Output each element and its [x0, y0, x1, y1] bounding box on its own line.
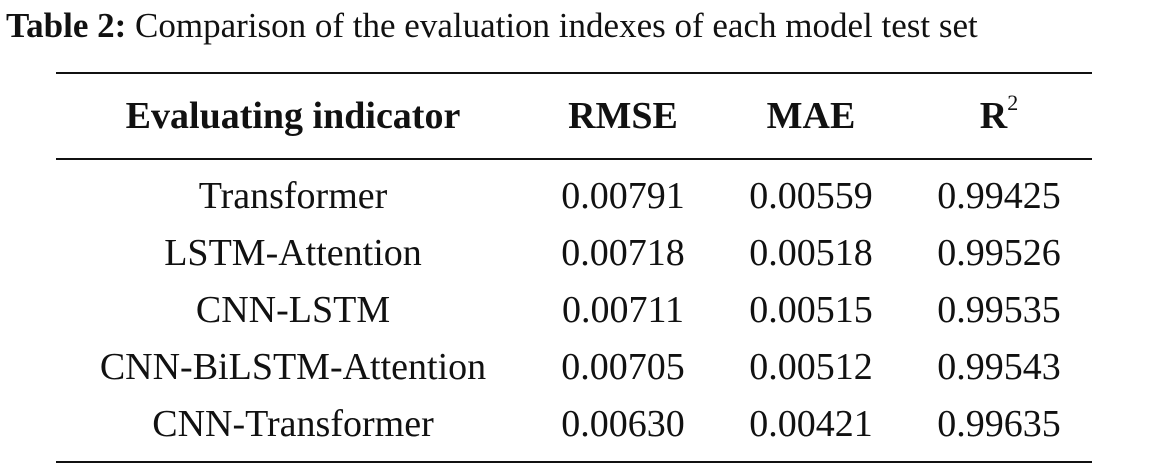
r2-value: 0.99425	[937, 175, 1061, 217]
caption-text: Comparison of the evaluation indexes of …	[135, 6, 978, 45]
rmse-value: 0.00705	[561, 346, 685, 388]
header-r2-base: R	[979, 95, 1008, 137]
header-mae: MAE	[766, 95, 856, 137]
rmse-value: 0.00711	[561, 289, 685, 331]
model-name: Transformer	[198, 175, 388, 217]
results-table: Evaluating indicator RMSE MAE R2 Transfo…	[56, 72, 1092, 463]
rmse-value: 0.00791	[561, 175, 685, 217]
header-r2-superscript: 2	[1007, 90, 1019, 115]
r2-value: 0.99543	[937, 346, 1061, 388]
model-name: CNN-BiLSTM-Attention	[99, 346, 487, 388]
bottom-rule	[56, 460, 1092, 463]
mae-value: 0.00518	[749, 232, 873, 274]
comparison-table: Evaluating indicator RMSE MAE R2	[56, 74, 1092, 158]
caption-label: Table 2:	[6, 6, 127, 45]
table-row: CNN-LSTM 0.00711 0.00515 0.99535	[56, 282, 1092, 339]
header-evaluating-indicator: Evaluating indicator	[125, 95, 461, 137]
top-rule	[56, 72, 1092, 74]
r2-value: 0.99535	[937, 289, 1061, 331]
header-r2: R2	[906, 74, 1092, 158]
rmse-value: 0.00630	[561, 403, 685, 445]
r2-value: 0.99526	[937, 232, 1061, 274]
header-rule	[56, 158, 1092, 160]
comparison-table-body: Transformer 0.00791 0.00559 0.99425 LSTM…	[56, 160, 1092, 461]
mae-value: 0.00515	[749, 289, 873, 331]
header-rmse: RMSE	[568, 95, 678, 137]
mae-value: 0.00421	[749, 403, 873, 445]
model-name: LSTM-Attention	[164, 232, 422, 274]
table-row: Transformer 0.00791 0.00559 0.99425	[56, 160, 1092, 225]
rmse-value: 0.00718	[561, 232, 685, 274]
r2-value: 0.99635	[937, 403, 1061, 445]
table-row: CNN-BiLSTM-Attention 0.00705 0.00512 0.9…	[56, 339, 1092, 396]
table-caption: Table 2: Comparison of the evaluation in…	[6, 4, 1151, 48]
model-name: CNN-LSTM	[195, 289, 391, 331]
model-name: CNN-Transformer	[152, 403, 434, 445]
table-row: CNN-Transformer 0.00630 0.00421 0.99635	[56, 396, 1092, 461]
header-row: Evaluating indicator RMSE MAE R2	[56, 74, 1092, 158]
mae-value: 0.00559	[749, 175, 873, 217]
table-row: LSTM-Attention 0.00718 0.00518 0.99526	[56, 225, 1092, 282]
mae-value: 0.00512	[749, 346, 873, 388]
